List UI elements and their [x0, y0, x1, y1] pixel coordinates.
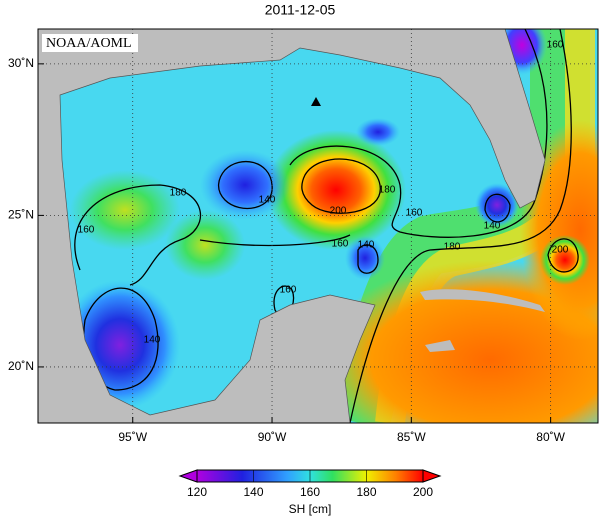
- lat-tick-label: 25˚N: [8, 208, 34, 222]
- graticule: [38, 29, 598, 423]
- contour-label: 140: [484, 221, 501, 232]
- contour-label: 180: [444, 242, 461, 253]
- contour-label: 160: [78, 225, 95, 236]
- lat-tick-label: 20˚N: [8, 359, 34, 373]
- colorbar-tick-label: 180: [356, 485, 376, 499]
- station-marker: [311, 97, 321, 106]
- contour-labels: 180 160 140 200 180 160 160 140 180 140 160 140 200 1…: [78, 40, 569, 346]
- credit: NOAA/AOML: [46, 36, 132, 51]
- contours: [74, 29, 579, 423]
- island: [425, 340, 455, 352]
- contour-label: 180: [170, 188, 187, 199]
- contour-label: 140: [144, 335, 161, 346]
- cuba: [420, 289, 545, 312]
- contour-label: 160: [280, 285, 297, 296]
- colorbar-tick-label: 200: [413, 485, 433, 499]
- lon-tick-label: 95˚W: [118, 430, 147, 444]
- contour-label: 160: [332, 239, 349, 250]
- lat-tick-label: 30˚N: [8, 56, 34, 70]
- lon-tick-label: 80˚W: [536, 430, 565, 444]
- lon-tick-label: 85˚W: [397, 430, 426, 444]
- colorbar-low-end: [178, 469, 198, 483]
- colorbar-high-end: [422, 469, 442, 483]
- colorbar-label: SH [cm]: [289, 502, 332, 516]
- colorbar-tick-label: 140: [243, 485, 263, 499]
- contour-label: 140: [259, 195, 276, 206]
- colorbar: 120 140 160 180 200: [178, 469, 442, 499]
- colorbar-tick-label: 160: [300, 485, 320, 499]
- credit-box: [42, 34, 138, 52]
- sea-height-field: [38, 28, 599, 424]
- contour-label: 200: [552, 245, 569, 256]
- contour-label: 180: [379, 185, 396, 196]
- contour-label: 160: [547, 40, 564, 51]
- map-frame: [37, 28, 599, 424]
- contour-label: 140: [358, 240, 375, 251]
- lon-tick-label: 90˚W: [258, 430, 287, 444]
- contour-label: 200: [330, 206, 347, 217]
- contour-label: 160: [406, 208, 423, 219]
- map-title: 2011-12-05: [265, 2, 336, 18]
- colorbar-tick-label: 120: [187, 485, 207, 499]
